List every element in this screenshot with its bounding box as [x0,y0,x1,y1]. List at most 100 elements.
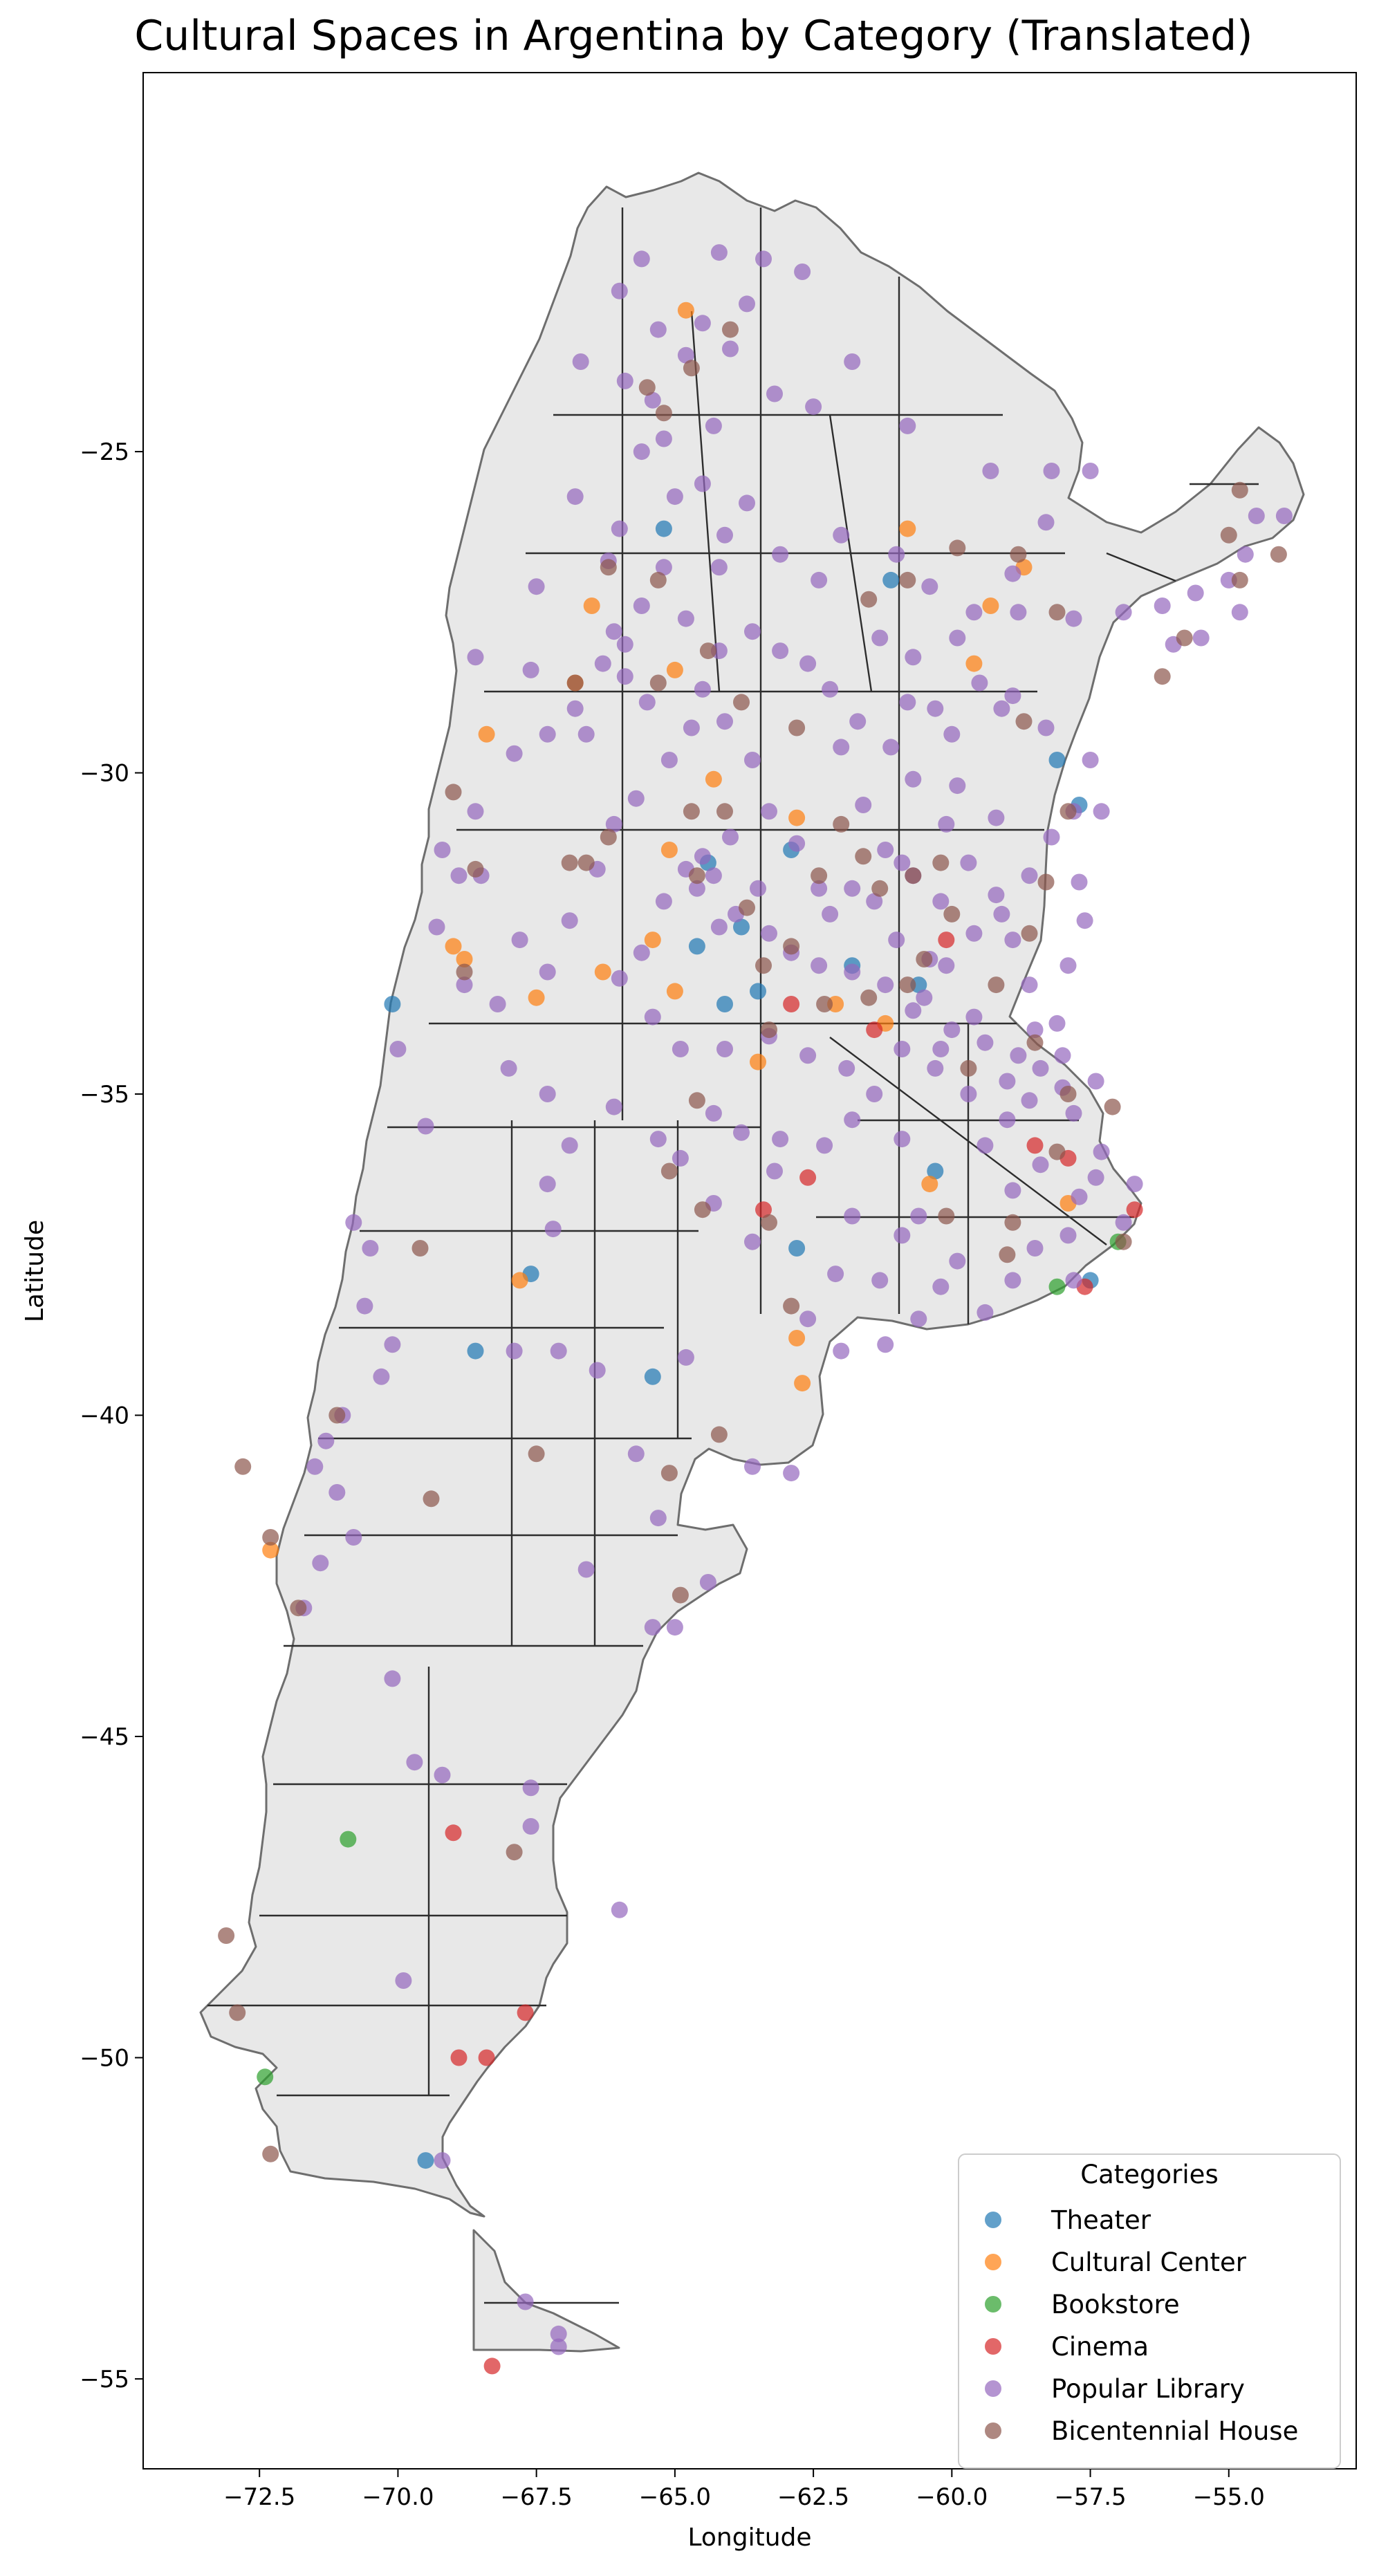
cultural-center-point [788,1330,806,1346]
popular-library-point [921,578,938,595]
bookstore-point [340,1831,357,1848]
bicentennial-house-point [262,2145,279,2162]
popular-library-point [561,912,578,929]
popular-library-point [677,1349,694,1366]
cinema-point [799,1169,817,1186]
popular-library-point [999,1073,1016,1090]
popular-library-point [993,700,1010,717]
popular-library-point [705,867,722,884]
bicentennial-house-point [694,1201,711,1218]
legend-label-bookstore: Bookstore [1051,2290,1180,2319]
popular-library-point [605,623,622,640]
popular-library-point [716,1041,733,1057]
cultural-center-point [594,963,611,981]
popular-library-point [539,963,556,981]
popular-library-point [1004,1272,1021,1289]
bicentennial-house-point [688,867,705,884]
popular-library-point [616,636,633,653]
bicentennial-house-point [1021,925,1038,942]
bicentennial-house-point [811,867,828,884]
popular-library-point [1065,1104,1082,1122]
y-tick-label: −25 [80,438,129,466]
popular-library-point [1115,604,1132,621]
popular-library-point [788,835,806,852]
bicentennial-house-point [761,1021,777,1039]
popular-library-point [566,488,584,506]
popular-library-point [362,1240,379,1257]
popular-library-point [1071,873,1088,891]
cultural-center-point [788,809,806,826]
popular-library-point [627,790,645,807]
popular-library-point [750,880,766,897]
popular-library-point [772,642,789,660]
bicentennial-house-point [566,674,584,692]
popular-library-point [633,250,650,268]
popular-library-point [694,475,711,492]
bicentennial-house-point [467,860,484,878]
popular-library-point [1087,1073,1104,1090]
popular-library-point [649,1131,667,1148]
bicentennial-house-point [699,642,716,660]
popular-library-point [506,1342,523,1360]
popular-library-point [660,752,678,768]
popular-library-point [838,1059,855,1077]
popular-library-point [910,1310,927,1328]
popular-library-point [539,1086,556,1102]
bicentennial-house-point [788,719,806,736]
popular-library-point [1004,687,1021,705]
bicentennial-house-point [655,405,672,422]
popular-library-point [1004,932,1021,949]
theater-point [417,2152,434,2169]
popular-library-point [550,2325,567,2342]
bicentennial-house-point [938,1207,955,1225]
bicentennial-house-point [600,559,617,576]
x-tick-label: −55.0 [1193,2483,1265,2511]
bicentennial-house-point [229,2004,246,2021]
popular-library-point [633,597,650,614]
popular-library-point [1026,1240,1044,1257]
y-tick-label: −45 [80,1723,129,1751]
popular-library-point [655,559,672,576]
theater-point [1048,752,1066,768]
bicentennial-house-point [761,1214,777,1231]
popular-library-point [1076,912,1093,929]
bicentennial-house-point [755,957,772,974]
popular-library-point [794,263,811,280]
popular-library-point [672,1041,689,1057]
popular-library-point [716,713,733,730]
popular-library-point [1187,584,1204,602]
popular-library-point [932,1041,950,1057]
popular-library-point [1021,976,1038,994]
popular-library-point [866,1086,883,1102]
bicentennial-house-point [855,848,872,865]
cinema-point [755,1201,772,1218]
bicentennial-house-point [1176,629,1193,647]
popular-library-point [1037,514,1055,531]
popular-library-point [522,1818,539,1835]
popular-library-point [705,1104,722,1122]
cinema-point [445,1824,462,1842]
theater-point [716,996,733,1012]
cultural-center-point [677,302,694,319]
popular-library-point [644,1619,661,1636]
popular-library-point [949,777,966,795]
data-points-layer [218,244,1293,2375]
x-tick-label: −65.0 [639,2483,711,2511]
popular-library-point [539,725,556,743]
popular-library-point [500,1059,517,1077]
popular-library-point [877,976,894,994]
popular-library-point [517,2293,534,2310]
bicentennial-house-point [1231,571,1248,589]
popular-library-point [616,372,633,389]
legend-items: Theater Cultural Center Bookstore Cinema Pop… [985,2205,1298,2446]
popular-library-point [688,880,705,897]
popular-library-point [384,1670,401,1687]
popular-library-point [977,1304,994,1321]
theater-point [655,520,672,537]
popular-library-point [744,1233,761,1250]
x-tick-label: −57.5 [1054,2483,1126,2511]
cinema-point [1026,1137,1044,1154]
popular-library-point [611,520,628,537]
popular-library-point [965,925,983,942]
popular-library-point [356,1297,373,1315]
